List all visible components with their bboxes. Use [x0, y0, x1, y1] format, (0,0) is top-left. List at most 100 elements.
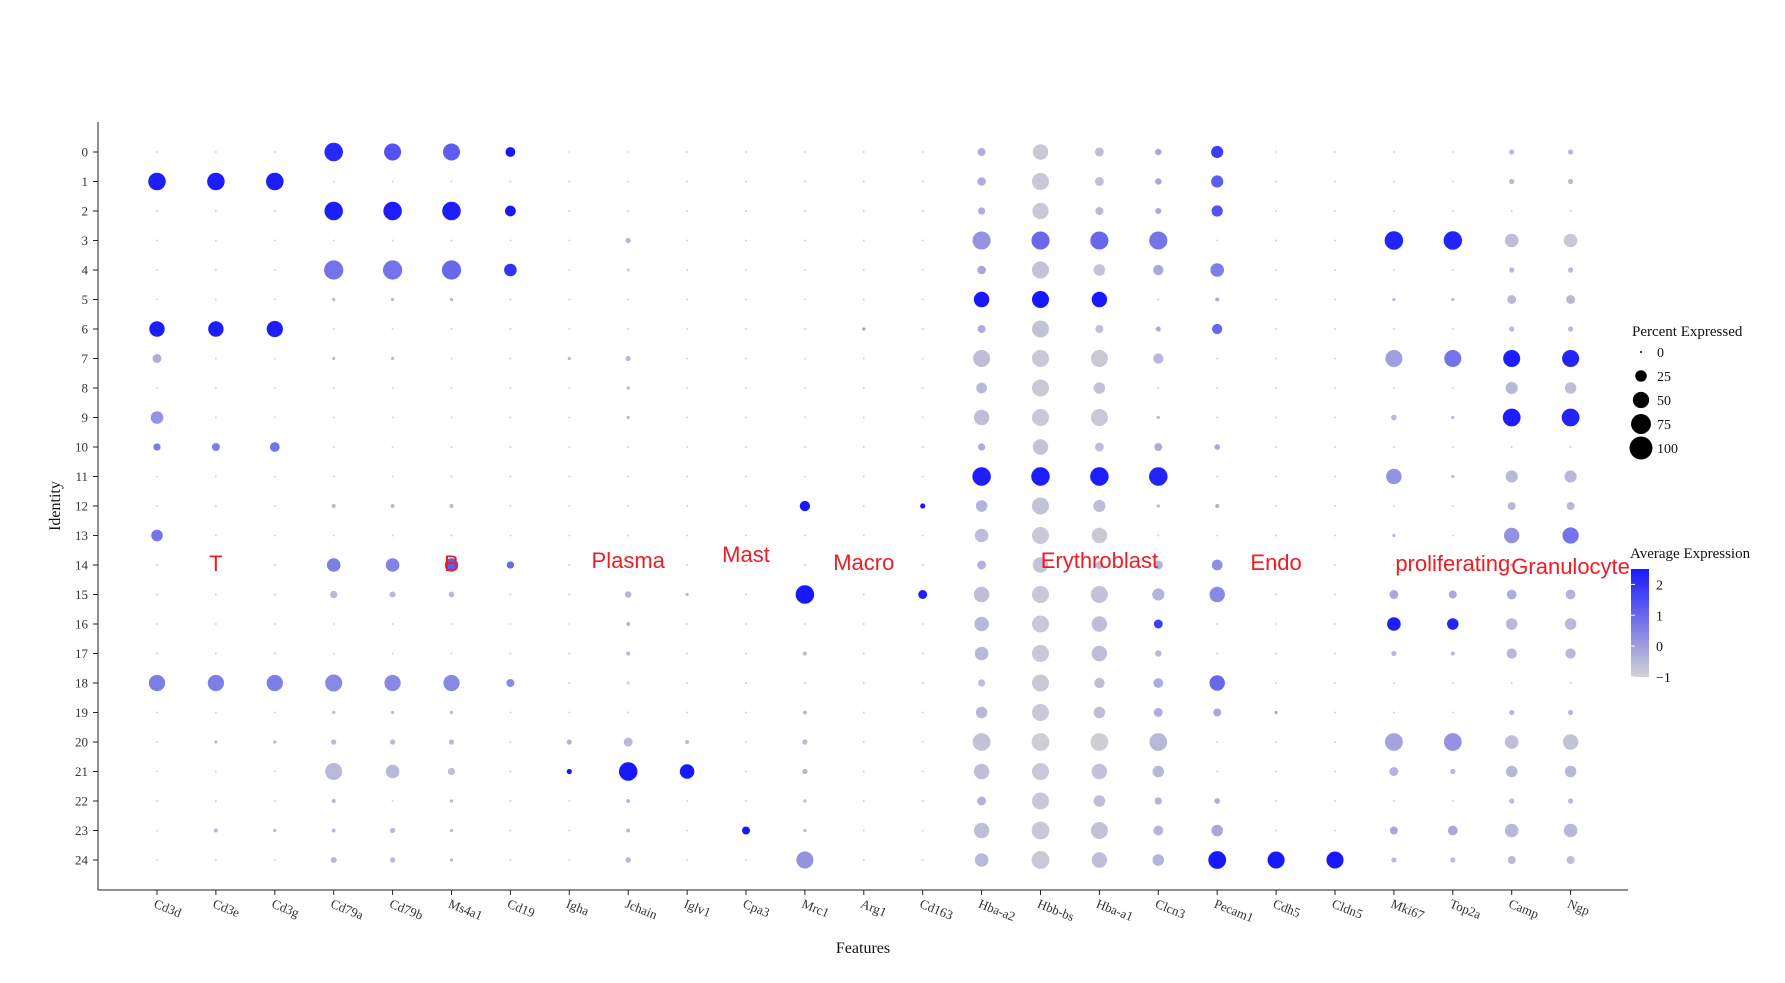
- dot-17-Cd163: [921, 652, 924, 655]
- dot-24-Clcn3: [1152, 854, 1165, 866]
- dot-15-Cd3g: [273, 593, 276, 596]
- dot-0-Hba-a1: [1094, 147, 1104, 157]
- dot-3-Arg1: [862, 239, 865, 242]
- dot-11-Mki67: [1386, 468, 1402, 485]
- dot-10-Camp: [1510, 446, 1513, 448]
- dot-17-Jchain: [626, 651, 631, 656]
- dot-22-Arg1: [862, 800, 865, 802]
- dot-15-Cdh5: [1275, 593, 1278, 596]
- cell-type-label: Macro: [833, 550, 894, 575]
- color-legend-label: 1: [1656, 609, 1663, 624]
- dot-5-Mrc1: [803, 298, 806, 301]
- dot-20-Cd79a: [331, 739, 337, 745]
- dot-22-Hba-a2: [977, 796, 987, 806]
- dot-1-Cd79b: [391, 180, 394, 183]
- dot-8-Cd163: [921, 387, 924, 389]
- dot-9-Cd3e: [214, 416, 217, 419]
- dot-11-Cpa3: [745, 475, 747, 478]
- dot-16-Cd3d: [156, 623, 158, 625]
- dot-7-Cd79b: [390, 356, 395, 361]
- dot-14-Cd19: [506, 561, 515, 569]
- dot-7-Camp: [1503, 349, 1521, 368]
- dot-8-Pecam1: [1216, 387, 1219, 389]
- dot-16-Arg1: [862, 623, 865, 625]
- dot-10-Cd3e: [211, 443, 220, 451]
- dot-18-Pecam1: [1209, 675, 1225, 691]
- dot-14-Iglv1: [686, 564, 689, 566]
- dot-5-Cd3e: [214, 298, 217, 301]
- dot-16-Cdh5: [1275, 623, 1278, 625]
- dot-7-Cd163: [921, 357, 924, 360]
- dot-3-Jchain: [625, 237, 631, 244]
- dot-24-Cd3d: [156, 859, 158, 861]
- dot-18-Cd163: [921, 682, 924, 684]
- dot-13-Mrc1: [803, 534, 806, 537]
- dot-6-Camp: [1509, 326, 1515, 332]
- dot-24-Cldn5: [1326, 851, 1344, 869]
- dot-21-Cd79a: [325, 762, 343, 781]
- y-tick-label: 8: [82, 381, 89, 396]
- dot-9-Cdh5: [1275, 416, 1278, 419]
- dot-2-Cd3e: [214, 210, 217, 212]
- dot-22-Mki67: [1392, 800, 1395, 802]
- dot-3-Pecam1: [1216, 239, 1219, 242]
- dot-18-Camp: [1510, 682, 1513, 684]
- cell-type-label: Mast: [722, 542, 770, 567]
- dot-24-Jchain: [625, 857, 632, 863]
- dot-19-Camp: [1509, 709, 1515, 716]
- dot-20-Camp: [1504, 735, 1519, 749]
- dot-0-Ms4a1: [442, 143, 461, 161]
- dot-14-Top2a: [1451, 564, 1454, 566]
- dot-19-Ngp: [1568, 709, 1574, 716]
- dot-5-Hba-a2: [973, 291, 990, 308]
- dot-8-Hba-a1: [1093, 382, 1106, 394]
- dot-16-Camp: [1505, 618, 1518, 630]
- dot-7-Cd3e: [214, 357, 217, 360]
- dot-16-Top2a: [1447, 618, 1459, 630]
- dot-12-Hba-a1: [1093, 499, 1106, 513]
- dot-23-Cd79b: [390, 827, 396, 834]
- y-tick-label: 22: [75, 794, 88, 809]
- dot-12-Mrc1: [799, 500, 811, 512]
- dot-20-Cldn5: [1334, 741, 1336, 743]
- dot-13-Cd79a: [332, 534, 335, 537]
- cell-type-label: B: [444, 551, 459, 576]
- dot-23-Cd19: [509, 829, 512, 832]
- dot-23-Igha: [568, 829, 571, 832]
- dot-9-Top2a: [1451, 415, 1455, 420]
- dot-14-Cd3d: [156, 564, 158, 566]
- dot-12-Arg1: [862, 505, 865, 507]
- dot-21-Pecam1: [1216, 770, 1219, 773]
- dot-12-Cd3g: [273, 505, 276, 507]
- dot-3-Hba-a2: [972, 231, 991, 250]
- dot-18-Mrc1: [803, 682, 806, 684]
- dot-20-Mrc1: [802, 739, 808, 745]
- dot-8-Mki67: [1392, 387, 1395, 389]
- dot-10-Cd19: [509, 446, 512, 448]
- dot-8-Cdh5: [1275, 387, 1278, 389]
- dot-17-Hba-a1: [1091, 645, 1108, 662]
- dot-9-Mrc1: [803, 416, 806, 419]
- dot-19-Hba-a1: [1093, 706, 1106, 719]
- dot-18-Cd3e: [207, 674, 225, 692]
- dot-12-Ngp: [1566, 502, 1575, 510]
- dot-19-Cd163: [921, 711, 924, 714]
- dot-20-Mki67: [1384, 733, 1403, 751]
- size-legend-dot: [1631, 414, 1651, 434]
- dot-6-Cldn5: [1334, 328, 1336, 330]
- size-legend-dot: [1640, 351, 1642, 353]
- x-tick-label: Hbb-bs: [1035, 896, 1076, 924]
- dot-3-Mrc1: [803, 239, 806, 242]
- dot-10-Hbb-bs: [1032, 439, 1049, 455]
- dot-9-Jchain: [626, 415, 630, 420]
- dot-24-Cd3g: [273, 859, 276, 861]
- dot-0-Camp: [1509, 149, 1515, 155]
- size-legend-label: 50: [1657, 394, 1671, 409]
- dot-2-Top2a: [1451, 210, 1454, 212]
- dot-3-Hbb-bs: [1031, 231, 1050, 250]
- dot-20-Igha: [566, 739, 572, 745]
- x-tick-label: Cldn5: [1330, 896, 1365, 922]
- dot-10-Arg1: [862, 446, 865, 448]
- dot-6-Cd19: [509, 328, 512, 330]
- dot-22-Clcn3: [1154, 797, 1162, 805]
